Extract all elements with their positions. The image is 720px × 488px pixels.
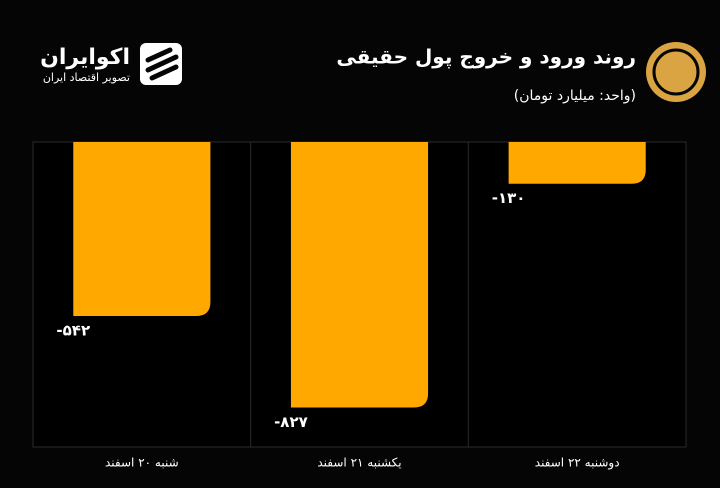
chart-title: روند ورود و خروج پول حقیقی bbox=[336, 45, 636, 70]
title-emblem bbox=[646, 42, 706, 102]
x-tick-label: یکشنبه ۲۱ اسفند bbox=[317, 456, 401, 470]
bar bbox=[73, 142, 211, 317]
logo-stripes bbox=[145, 47, 179, 81]
brand-name: اکوایران bbox=[40, 45, 130, 70]
chart-subtitle: (واحد: میلیارد تومان) bbox=[514, 88, 636, 104]
brand-tagline: تصویر اقتصاد ایران bbox=[43, 71, 130, 84]
emblem-ring bbox=[652, 48, 700, 96]
brand-logo bbox=[140, 43, 182, 85]
bar bbox=[508, 142, 646, 184]
x-tick-label: دوشنبه ۲۲ اسفند bbox=[535, 456, 620, 471]
value-label: -۸۲۷ bbox=[274, 413, 308, 431]
value-label: -۵۴۲ bbox=[56, 322, 90, 340]
value-label: -۱۳۰ bbox=[492, 189, 526, 207]
bar bbox=[290, 142, 429, 408]
x-tick-label: شنبه ۲۰ اسفند bbox=[105, 456, 179, 470]
